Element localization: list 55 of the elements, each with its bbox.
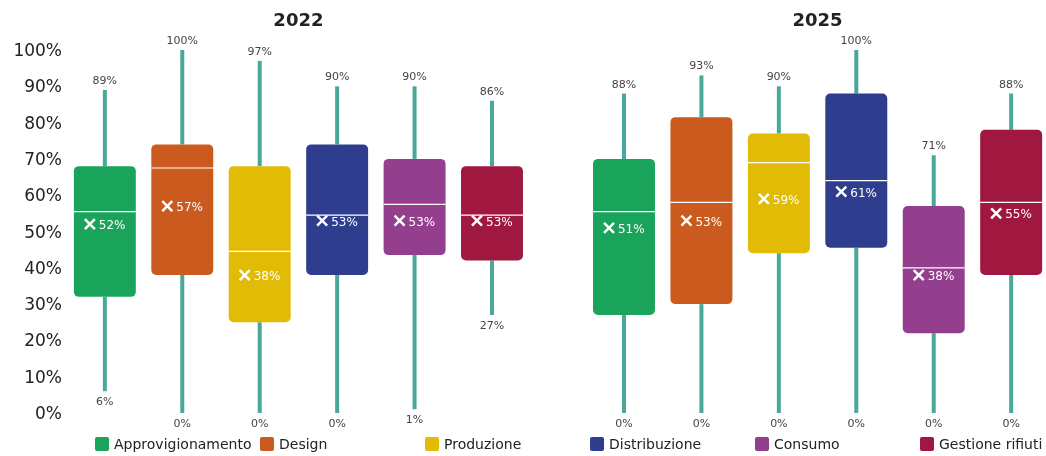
text: 0%: [173, 417, 191, 430]
annotation: 97%: [247, 44, 272, 58]
annotation: 51%: [617, 221, 645, 236]
x-tick-label: 2022: [273, 9, 324, 30]
annotation: 90%: [324, 70, 350, 84]
annotation: 57%: [176, 200, 203, 215]
y-tick-label: 50%: [24, 221, 62, 242]
text: 100%: [166, 34, 198, 47]
text: 100%: [840, 34, 873, 47]
text: 0%: [250, 417, 269, 430]
y-tick-label: 60%: [24, 185, 62, 206]
annotation: 52%: [98, 218, 126, 233]
annotation: 38%: [253, 269, 281, 284]
y-tick-label: 10%: [24, 366, 62, 387]
annotation: 55%: [1005, 207, 1032, 222]
annotation: 90%: [766, 70, 792, 84]
y-tick-label: 30%: [24, 294, 62, 315]
y-tick-label: 0%: [35, 403, 62, 423]
text: 0%: [328, 417, 346, 430]
text: 1%: [405, 413, 424, 427]
text: 0%: [1002, 417, 1020, 430]
legend-label: Gestione rifiuti: [939, 436, 1043, 452]
y-tick-label: 70%: [24, 148, 62, 169]
annotation: 53%: [408, 214, 436, 229]
annotation: 88%: [998, 77, 1024, 91]
annotation: 89%: [92, 73, 118, 87]
annotation: 53%: [486, 214, 513, 229]
annotation: 53%: [695, 214, 723, 229]
text: 0%: [847, 417, 866, 430]
text: 0%: [770, 417, 788, 430]
text: 0%: [925, 417, 943, 430]
annotation: 88%: [611, 77, 637, 91]
annotation: 38%: [927, 269, 955, 284]
annotation: 6%: [96, 395, 114, 409]
annotation: 86%: [479, 84, 505, 98]
legend-label: Consumo: [774, 436, 840, 452]
y-tick-label: 90%: [24, 76, 62, 97]
text: 0%: [692, 417, 711, 430]
annotation: 61%: [850, 185, 877, 200]
text: 0%: [615, 417, 633, 430]
annotation: 27%: [479, 318, 505, 332]
annotation: 59%: [772, 192, 800, 207]
annotation: 53%: [331, 214, 358, 229]
y-tick-label: 80%: [24, 112, 62, 133]
legend-label: Approvigionamento: [114, 436, 252, 452]
x-tick-label: 2025: [792, 9, 843, 30]
y-tick-label: 100%: [13, 40, 62, 60]
legend-label: Distribuzione: [609, 436, 702, 452]
annotation: 90%: [402, 70, 427, 84]
annotation: 93%: [689, 59, 714, 73]
legend-label: Design: [279, 436, 328, 452]
annotation: 71%: [921, 139, 946, 153]
y-tick-label: 20%: [24, 330, 62, 351]
legend-label: Produzione: [444, 436, 522, 452]
y-tick-label: 40%: [24, 257, 62, 278]
